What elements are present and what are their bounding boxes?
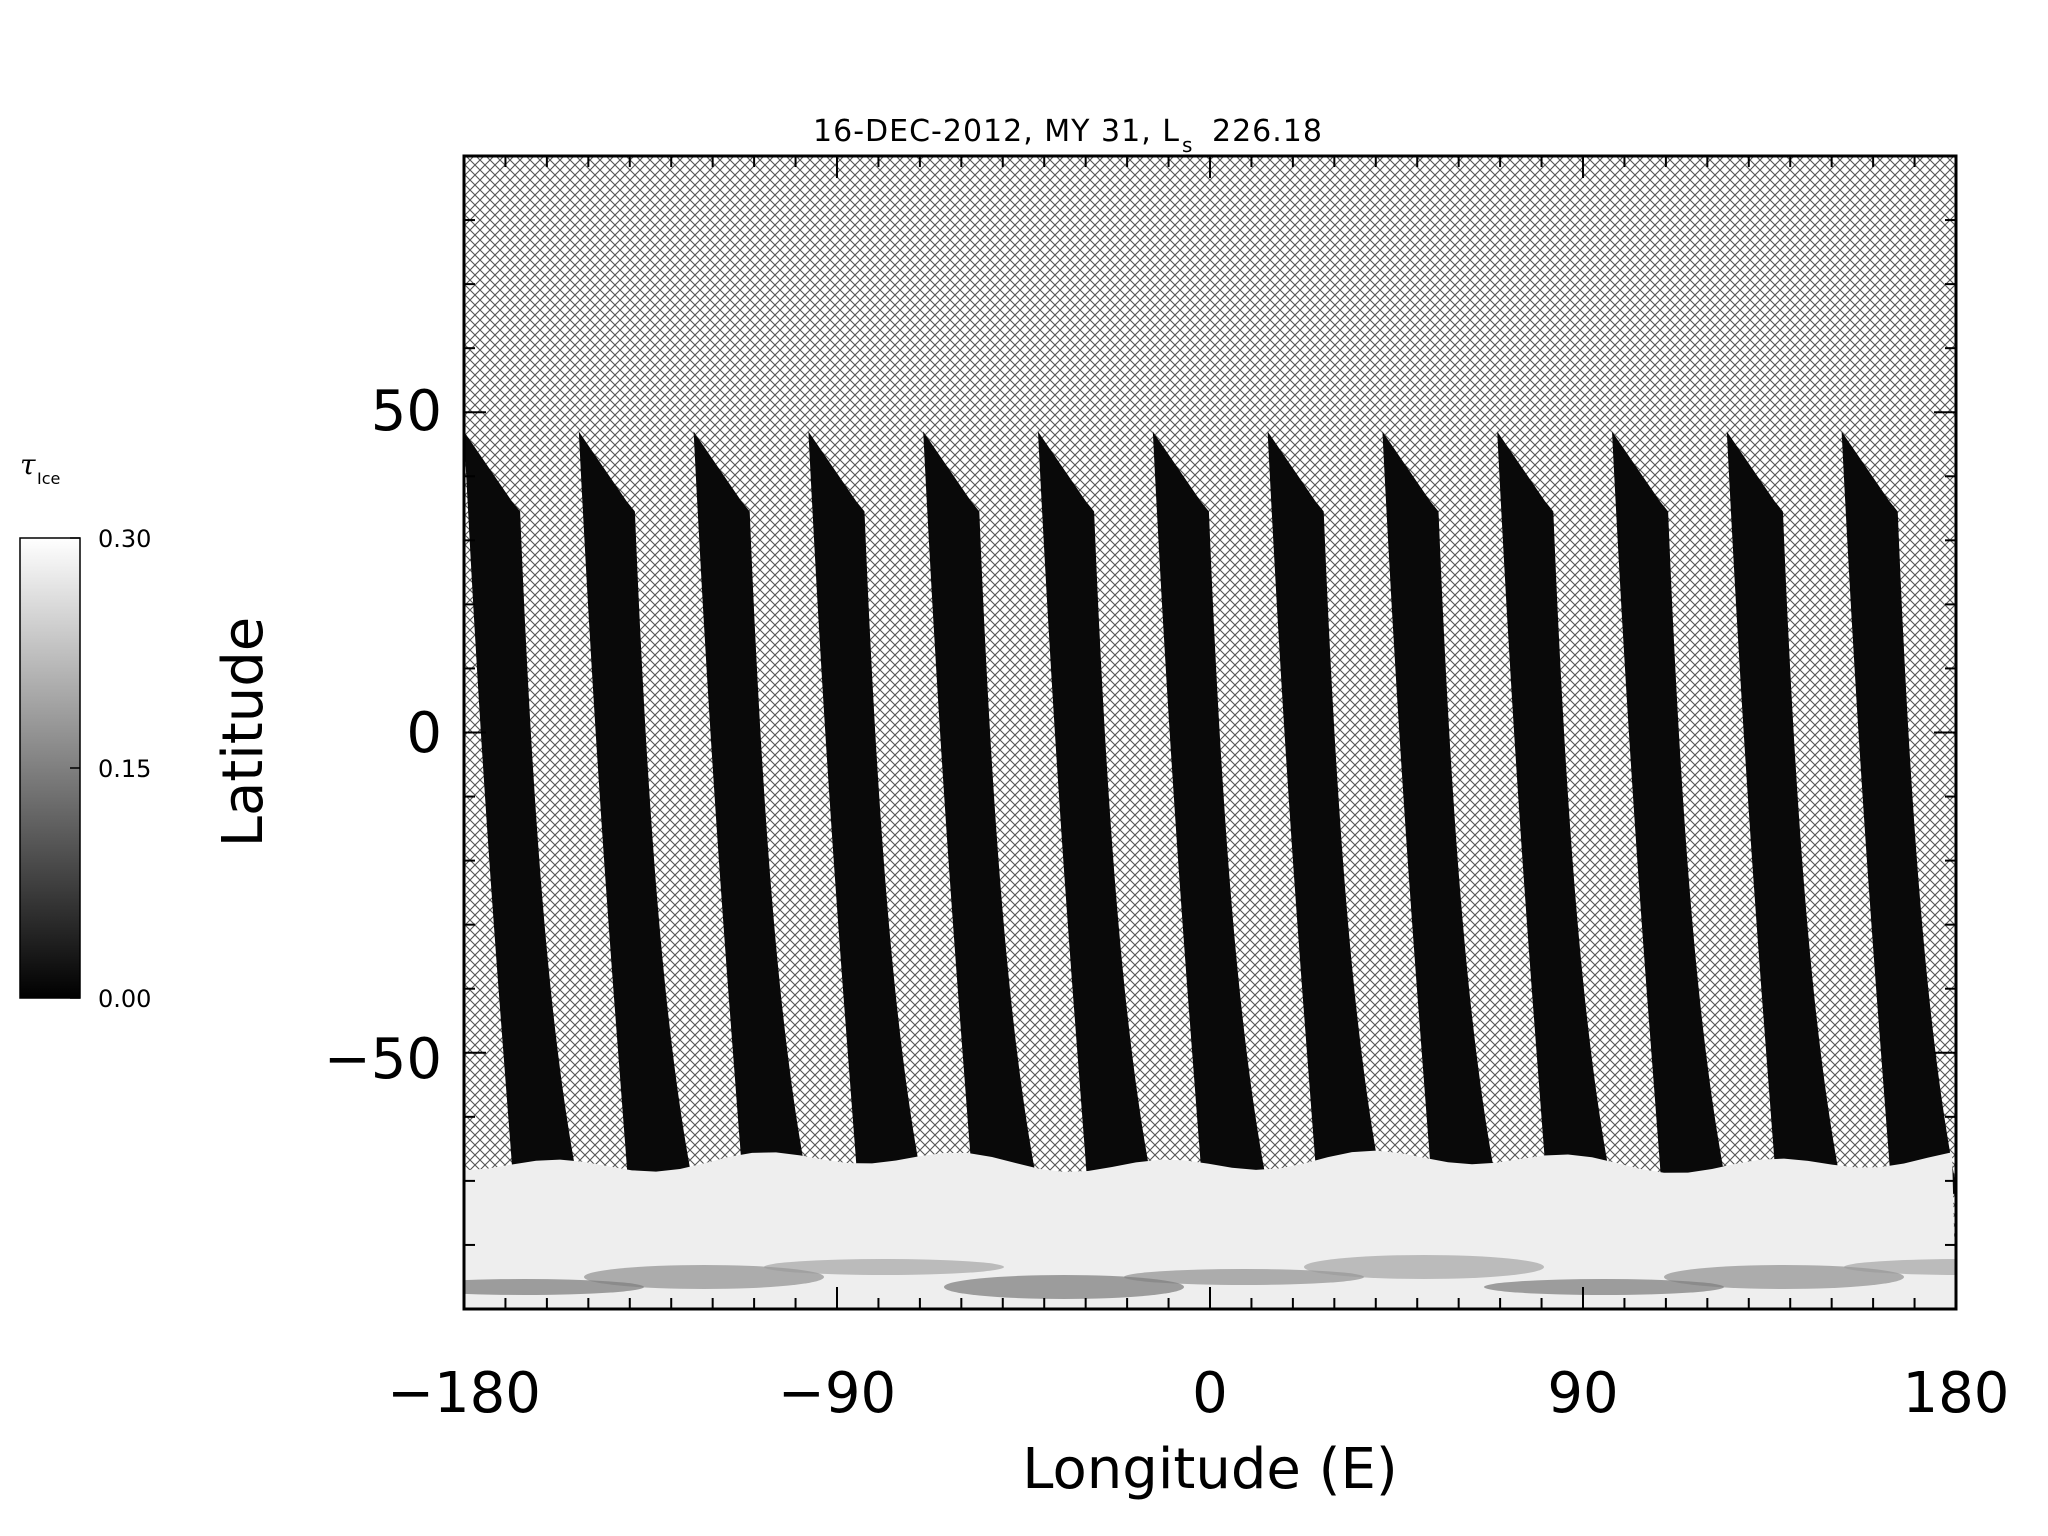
y-axis-label: Latitude	[211, 617, 276, 847]
chart-title-value: 226.18	[1212, 114, 1323, 149]
swath-band	[808, 431, 925, 1194]
polar-cloud-streak	[1304, 1255, 1544, 1279]
y-tick-label: 0	[406, 701, 442, 766]
swath-band	[1726, 431, 1843, 1194]
swath-band	[1267, 431, 1384, 1194]
swath-band	[1612, 431, 1729, 1194]
colorbar-label-symbol: τ	[20, 448, 36, 481]
y-tick-label: 50	[371, 379, 442, 444]
swath-band	[578, 431, 695, 1194]
colorbar-tick-label: 0.30	[98, 525, 151, 553]
x-axis-label: Longitude (E)	[1022, 1437, 1397, 1502]
y-tick-label: −50	[324, 1027, 442, 1092]
colorbar: τ Ice 0.30 0.15 0.00	[19, 448, 151, 1013]
swath-band	[1152, 431, 1269, 1194]
x-tick-label: −90	[778, 1361, 896, 1426]
x-tick-label: 180	[1903, 1361, 2010, 1426]
polar-cloud-streak	[1484, 1279, 1724, 1295]
colorbar-tick-label: 0.15	[98, 755, 151, 783]
polar-cloud-streak	[764, 1259, 1004, 1275]
x-axis: −180 −90 0 90 180 Longitude (E)	[387, 1361, 2009, 1502]
colorbar-tick-label: 0.00	[98, 985, 151, 1013]
swath-band	[464, 431, 580, 1194]
x-tick-label: 0	[1192, 1361, 1228, 1426]
swath-band	[1841, 431, 1956, 1194]
polar-cloud-group	[464, 1150, 1956, 1309]
polar-cloud-streak	[944, 1275, 1184, 1299]
swath-band	[1382, 431, 1499, 1194]
polar-cloud-streak	[1124, 1269, 1364, 1285]
polar-cloud-streak	[1844, 1259, 1956, 1275]
swath-band	[1956, 431, 2048, 1193]
polar-cloud-streak	[1664, 1265, 1904, 1289]
colorbar-label-subscript: Ice	[37, 469, 60, 488]
swath-group	[464, 431, 2048, 1194]
polar-cloud-streak	[464, 1279, 644, 1295]
swath-band	[1497, 431, 1614, 1194]
chart-title: 16-DEC-2012, MY 31, L	[813, 114, 1180, 149]
swath-band	[693, 431, 810, 1194]
axis-ticks	[463, 155, 1957, 1310]
x-tick-label: −180	[387, 1361, 541, 1426]
swath-band	[1038, 431, 1155, 1194]
polar-cloud-streak	[584, 1265, 824, 1289]
chart-title-subscript: s	[1182, 133, 1192, 157]
x-tick-label: 90	[1547, 1361, 1618, 1426]
swath-band	[923, 431, 1040, 1194]
y-axis: −50 0 50 Latitude	[211, 379, 442, 1092]
